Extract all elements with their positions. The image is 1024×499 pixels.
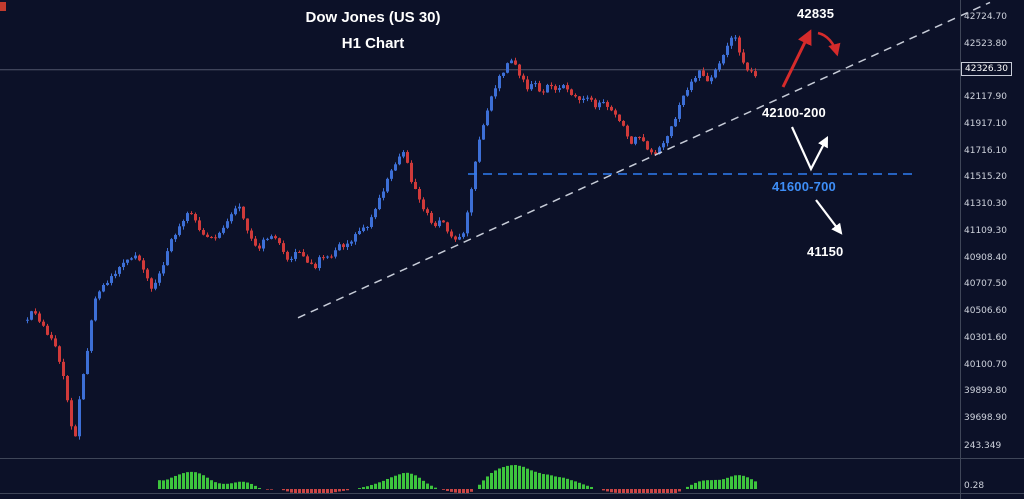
price-axis-label: 41515.20 — [964, 172, 1007, 183]
price-axis-label: 40301.60 — [964, 333, 1007, 344]
annotation-pullback-zone[interactable]: 42100-200 — [762, 105, 826, 120]
white-arrow-bounce[interactable] — [790, 126, 829, 172]
price-axis-label: 42724.70 — [964, 12, 1007, 22]
price-axis-label: 39899.80 — [964, 386, 1007, 397]
red-arrow-up[interactable] — [781, 29, 812, 88]
price-axis-label: 40707.50 — [964, 279, 1007, 290]
price-axis-label: 40506.60 — [964, 305, 1007, 316]
price-axis-label: 39698.90 — [964, 413, 1007, 423]
price-axis-label: 41917.10 — [964, 119, 1007, 130]
corner-marker — [0, 2, 6, 11]
annotation-support-zone[interactable]: 41600-700 — [772, 179, 836, 194]
annotation-target-high[interactable]: 42835 — [797, 6, 835, 21]
annotation-target-low[interactable]: 41150 — [807, 244, 844, 259]
white-arrow-down[interactable] — [815, 199, 843, 235]
indicator-scale-label: 243.349 — [964, 441, 1002, 451]
price-axis-label: 41109.30 — [964, 226, 1007, 237]
price-axis-label: 42117.90 — [964, 92, 1007, 103]
price-axis-label: 41716.10 — [964, 145, 1007, 156]
red-arrow-down[interactable] — [817, 31, 841, 57]
price-axis-label: 40100.70 — [964, 359, 1007, 370]
current-price-tag: 42326.30 — [961, 61, 1012, 76]
price-axis-label: 42523.80 — [964, 38, 1007, 49]
indicator-scale-label: 0.28 — [964, 481, 985, 491]
price-axis-label: 41310.30 — [964, 199, 1007, 210]
price-axis-label: 40908.40 — [964, 252, 1007, 263]
ascending-trendline[interactable] — [297, 1, 991, 319]
